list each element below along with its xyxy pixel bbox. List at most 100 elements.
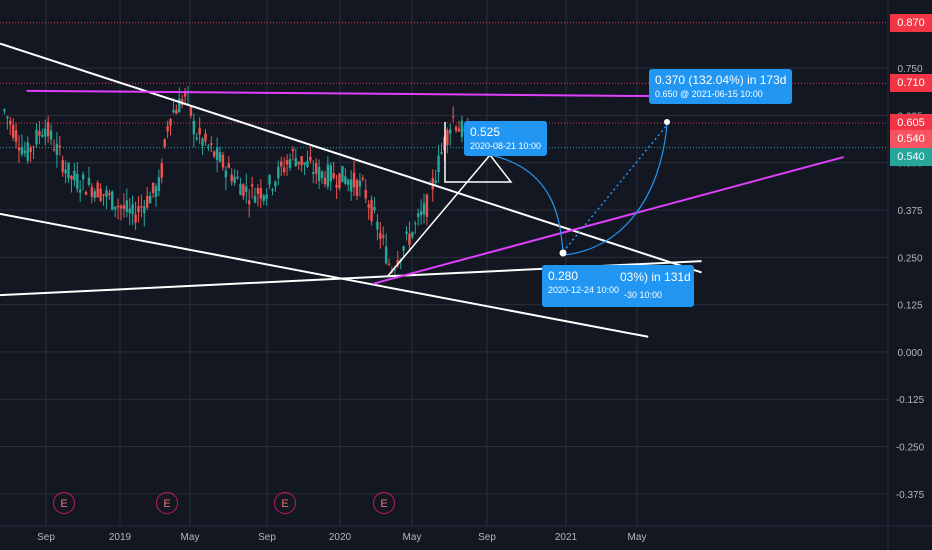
candle-body	[323, 177, 327, 185]
candle-body	[224, 170, 228, 178]
x-tick-label: 2019	[109, 532, 132, 543]
x-tick-label: Sep	[37, 532, 55, 543]
candle-body	[245, 186, 248, 192]
candle-body	[364, 189, 367, 199]
candle-body	[14, 130, 18, 142]
trend-line-magenta-support	[372, 156, 844, 285]
candle-body	[195, 137, 198, 140]
candle-body	[93, 191, 96, 198]
candle-body	[35, 129, 38, 145]
earnings-event-icon[interactable]: E	[53, 492, 75, 514]
target-point	[664, 119, 670, 125]
top-callout-line2: 0.650 @ 2021-06-15 10:00	[655, 89, 763, 99]
candle-body	[227, 163, 230, 168]
candle-body	[58, 145, 62, 148]
candle-body	[113, 206, 117, 210]
candle-body	[49, 130, 53, 140]
candle-body	[11, 124, 15, 138]
candle-body	[396, 260, 399, 266]
candle-body	[166, 126, 169, 132]
candle-body	[326, 164, 330, 187]
candle-body	[402, 246, 405, 251]
low-callout-line1-right: 03%) in 131d	[620, 270, 691, 284]
candle-body	[96, 182, 99, 198]
low-callout-line2: 2020-12-24 10:00	[548, 285, 620, 295]
candle-body	[137, 206, 140, 213]
candle-body	[355, 180, 359, 196]
low-callout-line2-right: -30 10:00	[624, 290, 663, 300]
triangle-pattern	[444, 122, 513, 183]
projection-point	[559, 249, 567, 257]
candle-body	[265, 194, 268, 199]
candle-body	[55, 143, 59, 155]
candle-body	[259, 188, 263, 199]
candle-body	[192, 120, 196, 135]
candle-body	[41, 134, 44, 137]
candle-body	[157, 177, 161, 191]
trend-line-magenta-resistance	[26, 89, 702, 98]
candle-body	[422, 203, 426, 215]
earnings-event-icon[interactable]: E	[373, 492, 395, 514]
candle-body	[148, 195, 152, 204]
candle-body	[300, 156, 303, 166]
candle-body	[38, 131, 41, 136]
candle-body	[315, 163, 318, 174]
candle-body	[268, 175, 271, 185]
trend-line-upper-descending	[0, 42, 702, 274]
candle-body	[253, 195, 257, 203]
candle-body	[73, 170, 76, 181]
candle-body	[361, 177, 365, 180]
candle-body	[99, 188, 102, 201]
candle-body	[29, 147, 32, 153]
candle-body	[17, 147, 21, 151]
x-tick-label: May	[628, 532, 647, 543]
earnings-event-icon[interactable]: E	[156, 492, 178, 514]
candle-body	[449, 129, 452, 134]
candle-body	[154, 186, 158, 198]
candle-body	[213, 151, 216, 157]
candle-body	[61, 160, 64, 173]
candle-body	[262, 195, 265, 201]
candle-body	[457, 128, 461, 132]
candle-body	[178, 98, 181, 113]
y-tick-label: 0.000	[897, 348, 922, 359]
candle-body	[288, 159, 292, 168]
candle-body	[317, 166, 321, 182]
candle-body	[387, 263, 391, 265]
candle-body	[291, 148, 295, 151]
candle-body	[271, 189, 274, 191]
earnings-event-icon[interactable]: E	[274, 492, 296, 514]
price-badge: 0.710	[890, 74, 932, 93]
candle-body	[215, 147, 219, 160]
candle-body	[393, 269, 397, 271]
candle-body	[384, 246, 388, 264]
candle-body	[306, 160, 309, 168]
candle-body	[218, 152, 222, 162]
candle-body	[419, 211, 423, 216]
candle-body	[46, 121, 50, 137]
candle-body	[52, 149, 56, 151]
candle-body	[320, 171, 324, 178]
candle-body	[335, 184, 338, 188]
low-callout-line1: 0.280	[548, 269, 579, 283]
candle-body	[425, 194, 429, 217]
candle-body	[349, 179, 353, 192]
top-callout: 0.370 (132.04%) in 173d 0.650 @ 2021-06-…	[649, 69, 793, 104]
candle-body	[446, 130, 449, 146]
candle-body	[434, 180, 437, 184]
projection-dotted-arrow	[562, 124, 668, 253]
candle-body	[201, 138, 204, 146]
y-tick-label: 0.750	[897, 64, 922, 75]
candle-body	[160, 163, 163, 178]
candle-body	[26, 142, 29, 161]
mid-callout-line2: 2020-08-21 10:00	[470, 141, 542, 151]
x-tick-label: Sep	[258, 532, 276, 543]
trend-line-lower-descending	[0, 212, 649, 338]
candle-body	[373, 207, 376, 211]
candle-body	[32, 146, 35, 148]
candle-body	[163, 139, 166, 147]
candle-body	[332, 173, 335, 179]
candle-body	[189, 106, 193, 116]
candle-body	[23, 150, 27, 154]
